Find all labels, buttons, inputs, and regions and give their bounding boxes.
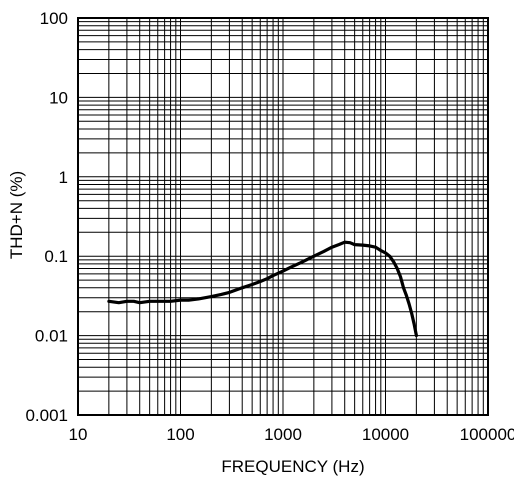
x-axis-label: FREQUENCY (Hz) [221, 457, 364, 476]
x-tick-label: 10 [69, 425, 88, 444]
plot-frame [77, 17, 489, 416]
grid [77, 17, 489, 416]
y-tick-label: 10 [49, 88, 68, 107]
x-tick-label: 10000 [362, 425, 409, 444]
x-tick-label: 100 [166, 425, 194, 444]
y-tick-label: 0.001 [25, 406, 68, 425]
plot-area [107, 240, 418, 338]
y-axis-label: THD+N (%) [7, 171, 26, 259]
y-tick-label: 0.1 [44, 247, 68, 266]
x-tick-labels: 10 100 1000 10000 100000 [69, 425, 514, 444]
y-tick-label: 100 [40, 9, 68, 28]
thd-n-series-line [107, 240, 418, 338]
x-tick-label: 100000 [460, 425, 514, 444]
x-tick-label: 1000 [264, 425, 302, 444]
y-tick-label: 0.01 [35, 327, 68, 346]
y-tick-labels: 0.001 0.01 0.1 1 10 100 [25, 9, 68, 425]
y-tick-label: 1 [59, 168, 68, 187]
